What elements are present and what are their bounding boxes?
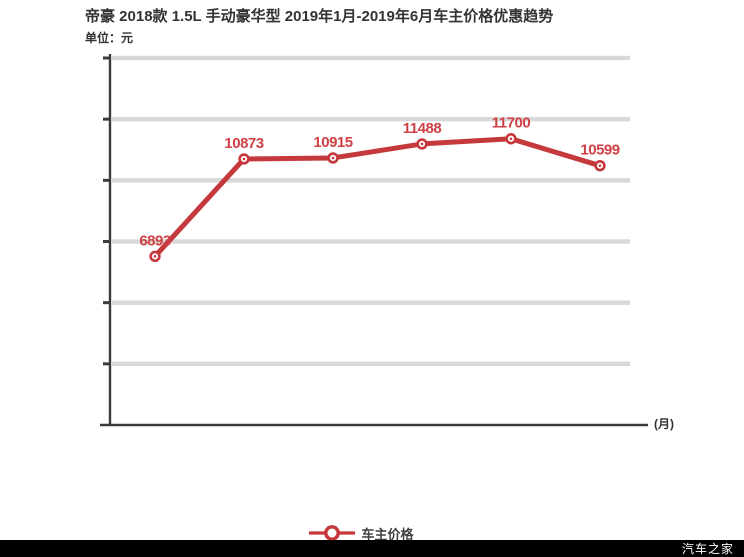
x-axis-unit-label: (月) bbox=[654, 417, 674, 431]
data-point-label: 11700 bbox=[492, 115, 531, 132]
chart-title: 帝豪 2018款 1.5L 手动豪华型 2019年1月-2019年6月车主价格优… bbox=[85, 8, 554, 25]
price-line-series bbox=[152, 136, 603, 259]
data-point-label: 10599 bbox=[580, 142, 619, 159]
line-chart-plot: 6893 10873 10915 11488 11700 10599 bbox=[100, 54, 648, 427]
data-point-label: 10915 bbox=[313, 134, 352, 151]
data-point-label: 11488 bbox=[403, 120, 442, 137]
data-point-label: 6893 bbox=[139, 232, 171, 249]
legend-line-marker-icon bbox=[309, 525, 356, 541]
gridline bbox=[112, 116, 630, 122]
data-point-center-dot bbox=[331, 156, 335, 160]
footer-watermark-bar: 汽车之家 bbox=[0, 540, 744, 557]
data-point-center-dot bbox=[420, 142, 424, 146]
y-axis-unit-label: 单位：元 bbox=[85, 31, 134, 45]
gridline bbox=[112, 300, 630, 305]
gridline bbox=[112, 55, 630, 61]
gridline bbox=[112, 178, 630, 183]
gridline bbox=[112, 361, 630, 367]
chart-legend: 车主价格 bbox=[0, 524, 722, 542]
data-point-center-dot bbox=[598, 164, 602, 167]
legend-circle bbox=[324, 525, 341, 541]
gridline bbox=[112, 239, 630, 244]
brand-watermark: 汽车之家 bbox=[681, 542, 734, 556]
data-point-center-dot bbox=[242, 157, 246, 161]
data-point-center-dot bbox=[153, 255, 157, 258]
legend-label: 车主价格 bbox=[361, 526, 414, 542]
data-point-label: 10873 bbox=[224, 135, 263, 152]
data-point-center-dot bbox=[509, 137, 513, 141]
